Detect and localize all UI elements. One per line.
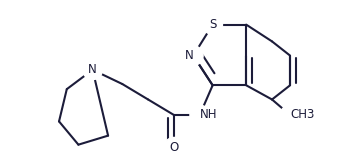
Circle shape	[203, 15, 222, 34]
Text: NH: NH	[200, 109, 217, 121]
Circle shape	[190, 105, 210, 125]
Text: N: N	[88, 63, 97, 76]
Circle shape	[164, 137, 184, 157]
Text: N: N	[185, 49, 193, 62]
Circle shape	[184, 46, 203, 65]
Text: CH3: CH3	[290, 109, 315, 121]
Text: S: S	[209, 18, 216, 31]
Text: O: O	[169, 141, 179, 154]
Circle shape	[83, 60, 102, 80]
Circle shape	[280, 105, 300, 125]
